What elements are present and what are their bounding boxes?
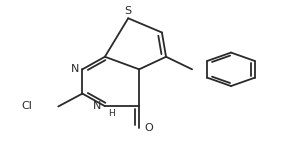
Text: S: S xyxy=(125,6,132,16)
Text: O: O xyxy=(144,123,153,133)
Text: N: N xyxy=(93,101,101,111)
Text: H: H xyxy=(108,110,114,118)
Text: N: N xyxy=(71,64,79,74)
Text: Cl: Cl xyxy=(21,101,32,111)
